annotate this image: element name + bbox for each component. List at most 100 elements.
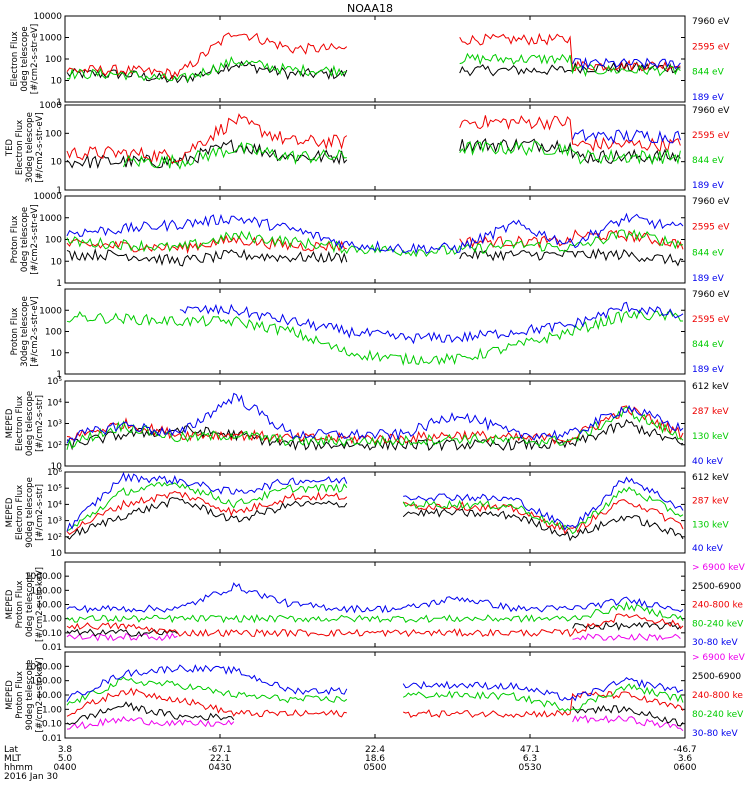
y-tick-label: 100 (45, 328, 62, 338)
panel-frame (64, 561, 686, 648)
panel-6: 10 10² 10³ 10⁴ 10⁵ 10⁶ MEPED Electron Flux 90deg… (5, 468, 729, 559)
series-line (66, 471, 684, 532)
legend-entry: 189 eV (692, 181, 725, 191)
series-line (66, 113, 681, 164)
series-line (66, 418, 684, 452)
y-axis-label: 30deg telescope (20, 296, 30, 367)
legend-entry: > 6900 keV (692, 563, 746, 573)
y-axis-label: [#/cm2-s-str] (35, 484, 45, 541)
legend-entry: 80-240 keV (692, 710, 744, 720)
legend-entry: > 6900 keV (692, 653, 746, 663)
y-tick-label: 1000 (39, 101, 62, 111)
series-line (66, 714, 684, 732)
y-axis-label: 0deg telescope (25, 572, 35, 637)
series-line (572, 56, 681, 71)
x-tick-label-lat: 47.1 (520, 745, 540, 755)
legend-entry: 844 eV (692, 248, 725, 258)
y-tick-label: 10⁶ (47, 468, 62, 478)
x-tick-label-lat: -46.7 (673, 745, 696, 755)
y-tick-label: 10⁴ (47, 398, 62, 408)
legend-entry: 612 keV (692, 473, 729, 483)
y-axis-label: MEPED (5, 680, 15, 710)
y-axis-label: Electron Flux (10, 31, 20, 86)
legend-entry: 130 keV (692, 520, 729, 530)
legend-entry: 40 keV (692, 544, 724, 554)
series-line (66, 676, 684, 712)
y-axis-label: Electron Flux (15, 120, 25, 175)
y-axis-label: Proton Flux (10, 308, 20, 356)
series-line (66, 229, 684, 255)
y-tick-label: 10 (51, 549, 63, 559)
y-tick-label: 10³ (47, 517, 62, 527)
y-tick-label: 10000 (33, 12, 62, 22)
x-tick-label-mlt: 3.6 (678, 754, 693, 764)
legend-entry: 30-80 keV (692, 638, 738, 648)
y-tick-label: 1 (56, 186, 62, 196)
series-line (66, 212, 684, 255)
series-line (66, 582, 684, 614)
y-tick-label: 1000 (39, 214, 62, 224)
panel-1: 1 10 100 1000 10000 Electron Flux 0deg telesco… (10, 12, 730, 108)
x-tick-label-hhmm: 0600 (674, 763, 697, 773)
y-axis-label: 0deg telescope (20, 207, 30, 272)
series-line (66, 406, 684, 450)
x-row-label-lat: Lat (4, 745, 19, 755)
x-date-label: 2016 Jan 30 (4, 772, 58, 782)
y-tick-label: 1000.00 (25, 662, 62, 672)
legend-entry: 844 eV (692, 340, 725, 350)
y-axis-label: TED (5, 138, 15, 157)
y-tick-label: 10 (51, 349, 63, 359)
y-tick-label: 0.10 (42, 720, 62, 730)
legend-entry: 7960 eV (692, 106, 730, 116)
series-line (66, 687, 684, 718)
legend-entry: 240-800 ke (692, 601, 743, 611)
y-tick-label: 10 (51, 462, 63, 472)
legend-entry: 30-80 keV (692, 729, 738, 739)
x-tick-label-hhmm: 0500 (364, 763, 387, 773)
series-line (66, 701, 684, 727)
x-tick-label-lat: -67.1 (208, 745, 231, 755)
y-axis-label: [#/cm2-s-str-eV] (30, 296, 40, 366)
y-tick-label: 1000 (39, 34, 62, 44)
legend-entry: 287 keV (692, 497, 729, 507)
y-axis-label: MEPED (5, 497, 15, 527)
series-line (66, 60, 681, 84)
panel-frame (64, 15, 686, 103)
y-tick-label: 10 (51, 158, 63, 168)
y-tick-label: 10³ (47, 420, 62, 430)
y-axis-label: Electron Flux (15, 396, 25, 451)
y-tick-label: 10 (51, 77, 63, 87)
series-line (66, 601, 684, 624)
y-tick-label: 1000 (39, 306, 62, 316)
series-line (572, 128, 681, 145)
panel-7: 0.01 0.10 1.00 10.00 100.00 1000.00 MEPED Proto… (5, 561, 746, 653)
series-line (66, 52, 681, 83)
y-tick-label: 1000.00 (25, 572, 62, 582)
series-line (66, 490, 684, 535)
y-tick-label: 10 (51, 257, 63, 267)
y-axis-label: 0deg telescope (25, 391, 35, 456)
x-tick-label-lat: 22.4 (365, 745, 385, 755)
series-line (66, 613, 684, 638)
y-axis-label: Proton Flux (15, 671, 25, 719)
y-tick-label: 10² (47, 533, 62, 543)
series-line (66, 664, 684, 702)
y-axis-label: Proton Flux (15, 581, 25, 629)
y-tick-label: 10.00 (36, 691, 62, 701)
y-axis-label: [#/cm2-s-str-keV] (35, 658, 45, 733)
y-tick-label: 1 (56, 98, 62, 108)
y-axis-label: [#/cm2-s-str] (35, 395, 45, 452)
legend-entry: 189 eV (692, 274, 725, 284)
x-tick-label-hhmm: 0530 (519, 763, 542, 773)
y-axis-label: 90deg telescope (25, 660, 35, 731)
legend-entry: 287 keV (692, 407, 729, 417)
series-line (179, 301, 684, 345)
x-tick-label-hhmm: 0430 (209, 763, 232, 773)
series-line (66, 632, 681, 642)
y-tick-label: 10⁵ (47, 484, 62, 494)
legend-entry: 2500-6900 (692, 672, 741, 682)
series-line (66, 496, 684, 542)
panel-frame (64, 195, 686, 284)
